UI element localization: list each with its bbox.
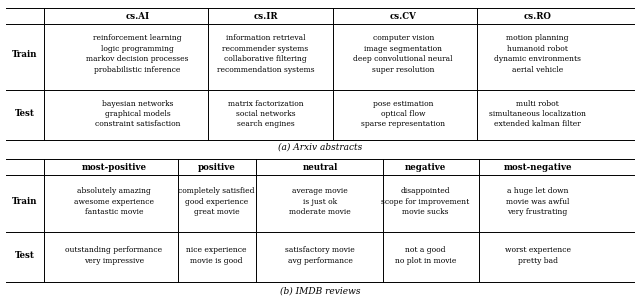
Text: computer vision
image segmentation
deep convolutional neural
super resolution: computer vision image segmentation deep … bbox=[353, 34, 453, 74]
Text: absolutely amazing
awesome experience
fantastic movie: absolutely amazing awesome experience fa… bbox=[74, 187, 154, 216]
Text: information retrieval
recommender systems
collaborative filtering
recommendation: information retrieval recommender system… bbox=[217, 34, 314, 74]
Text: cs.RO: cs.RO bbox=[524, 12, 552, 21]
Text: most-positive: most-positive bbox=[81, 164, 147, 172]
Text: disappointed
scope for improvement
movie sucks: disappointed scope for improvement movie… bbox=[381, 187, 470, 216]
Text: pose estimation
optical flow
sparse representation: pose estimation optical flow sparse repr… bbox=[361, 100, 445, 128]
Text: Train: Train bbox=[12, 50, 37, 58]
Text: not a good
no plot in movie: not a good no plot in movie bbox=[395, 246, 456, 265]
Text: (a) Arxiv abstracts: (a) Arxiv abstracts bbox=[278, 142, 362, 152]
Text: reinforcement learning
logic programming
markov decision processes
probabilistic: reinforcement learning logic programming… bbox=[86, 34, 189, 74]
Text: average movie
is just ok
moderate movie: average movie is just ok moderate movie bbox=[289, 187, 351, 216]
Text: Test: Test bbox=[14, 110, 35, 118]
Text: matrix factorization
social networks
search engines: matrix factorization social networks sea… bbox=[228, 100, 303, 128]
Text: Train: Train bbox=[12, 197, 37, 206]
Text: a huge let down
movie was awful
very frustrating: a huge let down movie was awful very fru… bbox=[506, 187, 570, 216]
Text: nice experience
movie is good: nice experience movie is good bbox=[186, 246, 246, 265]
Text: satisfactory movie
avg performance: satisfactory movie avg performance bbox=[285, 246, 355, 265]
Text: cs.AI: cs.AI bbox=[125, 12, 150, 21]
Text: cs.IR: cs.IR bbox=[253, 12, 278, 21]
Text: outstanding performance
very impressive: outstanding performance very impressive bbox=[65, 246, 163, 265]
Text: cs.CV: cs.CV bbox=[390, 12, 417, 21]
Text: motion planning
humanoid robot
dynamic environments
aerial vehicle: motion planning humanoid robot dynamic e… bbox=[494, 34, 581, 74]
Text: bayesian networks
graphical models
constraint satisfaction: bayesian networks graphical models const… bbox=[95, 100, 180, 128]
Text: completely satisfied
good experience
great movie: completely satisfied good experience gre… bbox=[178, 187, 255, 216]
Text: multi robot
simultaneous localization
extended kalman filter: multi robot simultaneous localization ex… bbox=[489, 100, 586, 128]
Text: Test: Test bbox=[14, 251, 35, 260]
Text: (b) IMDB reviews: (b) IMDB reviews bbox=[280, 286, 360, 296]
Text: negative: negative bbox=[405, 164, 446, 172]
Text: worst experience
pretty bad: worst experience pretty bad bbox=[504, 246, 571, 265]
Text: positive: positive bbox=[198, 164, 235, 172]
Text: neutral: neutral bbox=[302, 164, 338, 172]
Text: most-negative: most-negative bbox=[503, 164, 572, 172]
